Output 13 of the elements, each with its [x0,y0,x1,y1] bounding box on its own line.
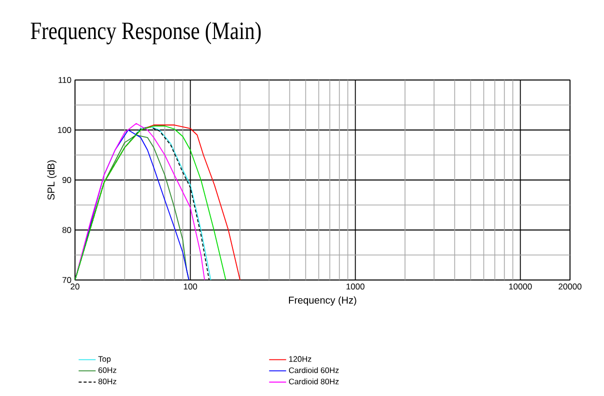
chart-title: Frequency Response (Main) [30,22,261,44]
x-axis-title: Frequency (Hz) [288,296,356,306]
x-tick-label: 20000 [558,284,582,290]
y-tick-label: 110 [58,77,72,83]
x-tick-label: 20 [70,284,80,290]
x-tick-label: 10000 [509,284,532,290]
y-tick-label: 80 [62,227,72,233]
x-tick-label: 1000 [346,284,364,290]
x-tick-label: 100 [184,284,198,290]
y-tick-label: 100 [58,127,72,133]
y-tick-label: 70 [62,277,72,283]
y-axis-title: SPL (dB) [47,160,57,200]
y-tick-label: 90 [62,177,72,183]
